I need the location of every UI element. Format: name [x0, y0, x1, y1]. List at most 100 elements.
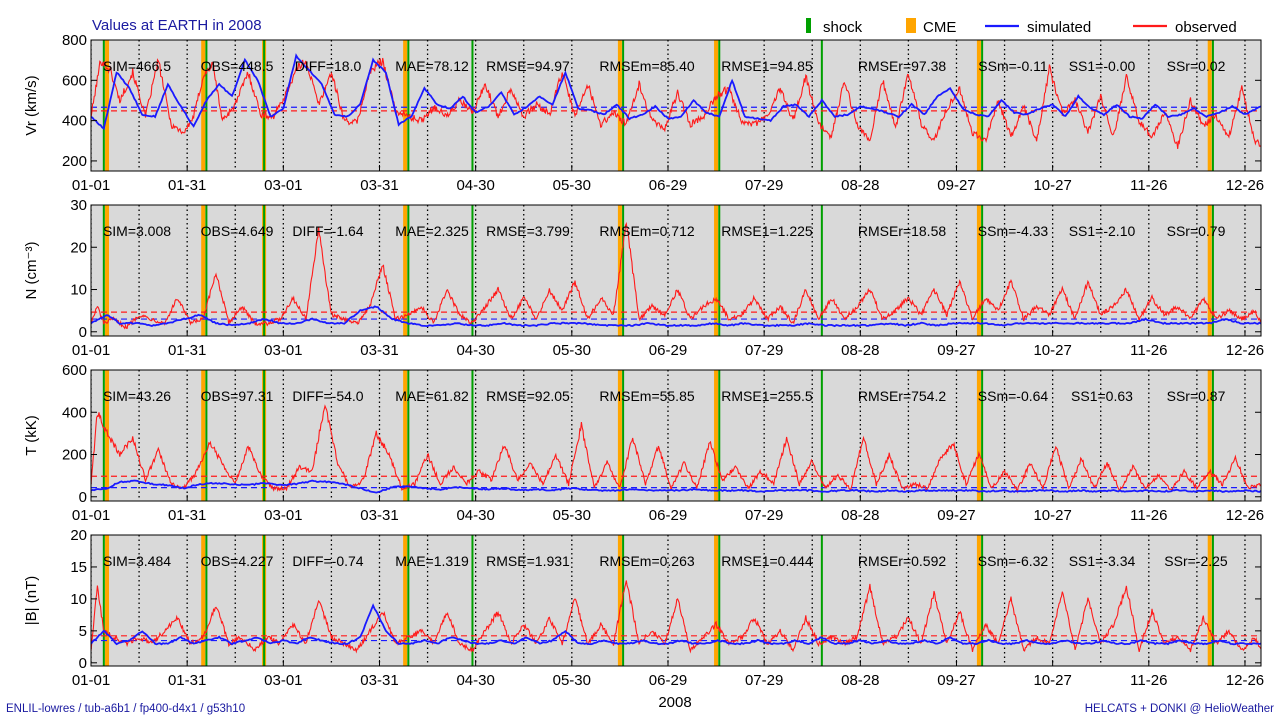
stat-label: OBS=4.227	[201, 553, 274, 569]
stat-label: RMSEr=18.58	[858, 223, 947, 239]
shock-marker	[407, 40, 410, 171]
x-tick-label: 08-28	[841, 507, 879, 524]
stat-label: DIFF=-0.74	[292, 553, 363, 569]
cme-marker	[617, 370, 622, 501]
cme-marker	[1207, 40, 1212, 171]
x-tick-label: 01-31	[168, 342, 206, 359]
cme-marker	[1207, 535, 1212, 666]
y-tick-label: 0	[79, 324, 87, 341]
legend-item-CME: CME	[906, 18, 956, 36]
stat-label: RMSE1=255.5	[721, 388, 813, 404]
shock-marker	[981, 40, 984, 171]
shock-marker	[718, 370, 721, 501]
shock-marker	[981, 535, 984, 666]
x-tick-label: 01-31	[168, 672, 206, 689]
stat-label: RMSEr=0.592	[858, 553, 947, 569]
stat-label: SSm=-6.32	[978, 553, 1049, 569]
x-tick-label: 09-27	[937, 672, 975, 689]
stat-label: MAE=78.12	[395, 58, 469, 74]
legend-item-shock: shock	[806, 18, 863, 36]
panel-background	[91, 40, 1261, 171]
stat-label: SS1=0.63	[1071, 388, 1133, 404]
x-tick-label: 01-31	[168, 177, 206, 194]
stat-label: SSr=-2.25	[1164, 553, 1228, 569]
stat-label: RMSE=94.97	[486, 58, 570, 74]
shock-marker	[622, 535, 625, 666]
y-tick-label: 600	[62, 72, 87, 89]
stat-label: OBS=4.649	[201, 223, 274, 239]
cme-marker	[1207, 205, 1212, 336]
cme-marker	[714, 370, 719, 501]
stat-label: SSm=-0.11	[978, 58, 1048, 74]
shock-marker	[205, 370, 208, 501]
stat-label: OBS=448.5	[201, 58, 274, 74]
stat-label: RMSEm=55.85	[599, 388, 695, 404]
stat-label: RMSE=1.931	[486, 553, 570, 569]
legend-label-observed: observed	[1175, 19, 1237, 36]
y-tick-label: 20	[70, 239, 87, 256]
footer-right: HELCATS + DONKI @ HelioWeather	[1085, 703, 1274, 715]
stat-label: RMSE=92.05	[486, 388, 570, 404]
shock-marker	[263, 205, 266, 336]
stat-label: DIFF=-1.64	[292, 223, 363, 239]
x-tick-label: 11-26	[1130, 672, 1167, 689]
shock-marker	[820, 205, 823, 336]
x-tick-label: 01-01	[72, 672, 110, 689]
cme-marker	[976, 535, 981, 666]
chart-title: Values at EARTH in 2008	[92, 17, 262, 34]
legend-label-simulated: simulated	[1027, 19, 1091, 36]
stat-label: SIM=3.484	[103, 553, 171, 569]
shock-marker	[718, 40, 721, 171]
x-tick-label: 01-31	[168, 507, 206, 524]
shock-marker	[102, 370, 105, 501]
panel-vr: 200 400 600 800 Vr (km/s) 01-01 01-31 03-01 03-3…	[23, 32, 1264, 194]
y-axis-label: T (kK)	[23, 415, 40, 456]
x-axis-label: 2008	[658, 694, 691, 711]
cme-marker	[105, 40, 110, 171]
x-tick-label: 03-31	[360, 177, 398, 194]
stat-label: RMSE1=0.444	[721, 553, 813, 569]
legend: shock CME simulated observed	[806, 18, 1237, 36]
shock-marker	[622, 205, 625, 336]
x-tick-label: 12-26	[1226, 342, 1264, 359]
x-tick-label: 10-27	[1033, 342, 1071, 359]
x-tick-label: 01-01	[72, 177, 110, 194]
shock-marker	[820, 370, 823, 501]
cme-marker	[105, 535, 110, 666]
x-tick-label: 03-01	[264, 672, 302, 689]
shock-marker	[471, 370, 474, 501]
x-tick-label: 05-30	[553, 507, 591, 524]
stat-label: SS1=-3.34	[1069, 553, 1136, 569]
x-tick-label: 01-01	[72, 342, 110, 359]
x-tick-label: 11-26	[1130, 342, 1167, 359]
stat-label: SIM=43.26	[103, 388, 171, 404]
cme-marker	[403, 535, 408, 666]
shock-marker	[1211, 370, 1214, 501]
shock-marker	[102, 205, 105, 336]
y-tick-label: 400	[62, 404, 87, 421]
x-tick-label: 08-28	[841, 672, 879, 689]
legend-item-simulated: simulated	[985, 19, 1091, 36]
stat-label: SSr=0.79	[1167, 223, 1226, 239]
stat-label: SSr=0.02	[1167, 58, 1226, 74]
y-tick-label: 10	[70, 591, 87, 608]
cme-marker	[403, 370, 408, 501]
x-tick-label: 07-29	[745, 672, 783, 689]
y-tick-label: 30	[70, 197, 87, 214]
y-tick-label: 200	[62, 447, 87, 464]
legend-swatch-shock	[806, 18, 811, 33]
stat-label: SS1=-2.10	[1069, 223, 1136, 239]
cme-marker	[403, 205, 408, 336]
series-observed	[91, 57, 1261, 149]
x-tick-label: 08-28	[841, 177, 879, 194]
cme-marker	[976, 205, 981, 336]
x-tick-label: 06-29	[649, 342, 687, 359]
shock-marker	[205, 40, 208, 171]
y-tick-label: 400	[62, 113, 87, 130]
x-tick-label: 03-31	[360, 342, 398, 359]
shock-marker	[205, 205, 208, 336]
y-tick-label: 0	[79, 655, 87, 672]
shock-marker	[718, 535, 721, 666]
shock-marker	[263, 40, 266, 171]
